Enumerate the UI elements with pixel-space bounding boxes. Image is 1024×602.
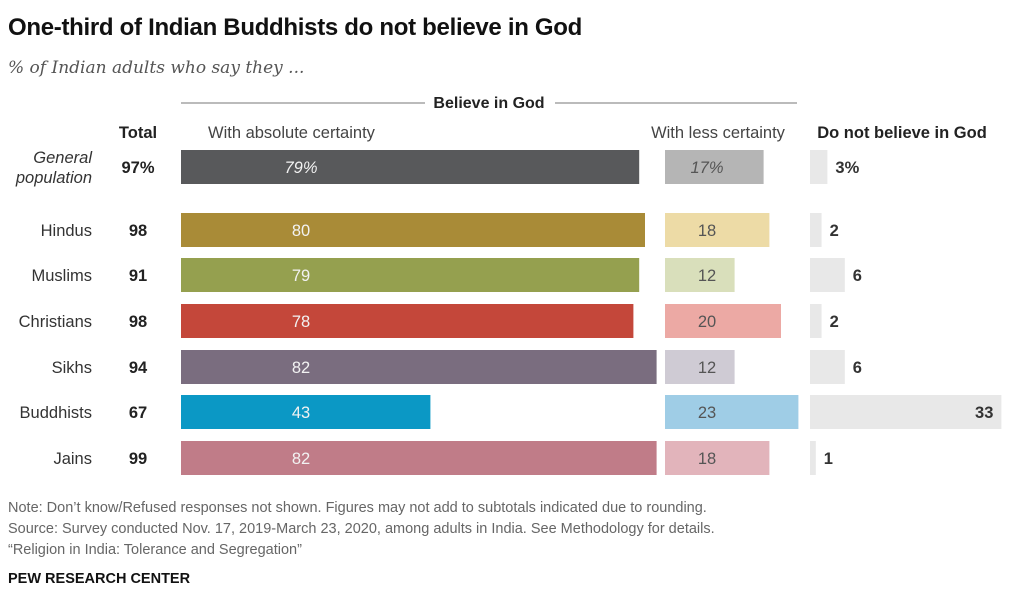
total-value: 94 (129, 359, 148, 377)
label-less: 23 (698, 404, 716, 422)
header-total: Total (119, 124, 157, 142)
bar-absolute (181, 150, 640, 184)
header-absolute: With absolute certainty (208, 124, 376, 142)
bar-less (665, 258, 735, 292)
label-absolute: 82 (292, 359, 310, 377)
label-less: 17% (690, 159, 723, 177)
category-label: Muslims (32, 267, 93, 285)
total-value: 91 (129, 267, 147, 285)
report-title: “Religion in India: Tolerance and Segreg… (8, 542, 302, 558)
total-value: 67 (129, 404, 147, 422)
bar-less (665, 304, 781, 338)
bar-less (665, 395, 799, 429)
label-absolute: 82 (292, 450, 310, 468)
total-value: 98 (129, 313, 147, 331)
label-absolute: 78 (292, 313, 310, 331)
category-label: Christians (19, 313, 92, 331)
label-not: 2 (830, 313, 839, 331)
total-value: 99 (129, 450, 147, 468)
label-not: 1 (824, 450, 833, 468)
label-absolute: 79 (292, 267, 310, 285)
category-label: Buddhists (20, 404, 92, 422)
bar-not (810, 350, 845, 384)
label-absolute: 80 (292, 222, 310, 240)
label-not: 33 (975, 404, 993, 422)
bar-less (665, 441, 770, 475)
label-less: 18 (698, 222, 716, 240)
chart-subtitle: % of Indian adults who say they ... (8, 58, 305, 78)
category-label: Jains (53, 450, 92, 468)
bar-absolute (181, 395, 431, 429)
label-not: 6 (853, 359, 862, 377)
category-label-line1: General (33, 149, 93, 167)
bar-less (665, 213, 770, 247)
bar-absolute (181, 213, 645, 247)
bar-not (810, 213, 822, 247)
total-value: 97% (121, 159, 154, 177)
bar-not (810, 304, 822, 338)
bar-absolute (181, 441, 657, 475)
label-absolute: 43 (292, 404, 310, 422)
notes: Note: Don’t know/Refused responses not s… (8, 498, 1008, 561)
bar-not (810, 258, 845, 292)
category-label: Sikhs (52, 359, 92, 377)
bar-less (665, 350, 735, 384)
bar-absolute (181, 350, 657, 384)
header-not: Do not believe in God (817, 124, 987, 142)
bar-not (810, 150, 828, 184)
category-label-line2: population (15, 169, 92, 187)
source-text: Source: Survey conducted Nov. 17, 2019-M… (8, 521, 715, 537)
label-not: 2 (830, 222, 839, 240)
label-not: 6 (853, 267, 862, 285)
source-org: PEW RESEARCH CENTER (8, 571, 191, 587)
chart-title: One-third of Indian Buddhists do not bel… (8, 14, 583, 41)
label-less: 12 (698, 267, 716, 285)
label-not: 3% (835, 159, 859, 177)
bar-not (810, 395, 1002, 429)
bar-less (665, 150, 764, 184)
total-value: 98 (129, 222, 147, 240)
label-less: 20 (698, 313, 716, 331)
bar-not (810, 441, 816, 475)
header-less: With less certainty (651, 124, 786, 142)
group-header: Believe in God (433, 95, 544, 112)
bar-absolute (181, 304, 634, 338)
category-label: Hindus (41, 222, 92, 240)
bar-absolute (181, 258, 640, 292)
note-text: Note: Don’t know/Refused responses not s… (8, 500, 707, 516)
label-less: 12 (698, 359, 716, 377)
label-absolute: 79% (284, 159, 317, 177)
label-less: 18 (698, 450, 716, 468)
